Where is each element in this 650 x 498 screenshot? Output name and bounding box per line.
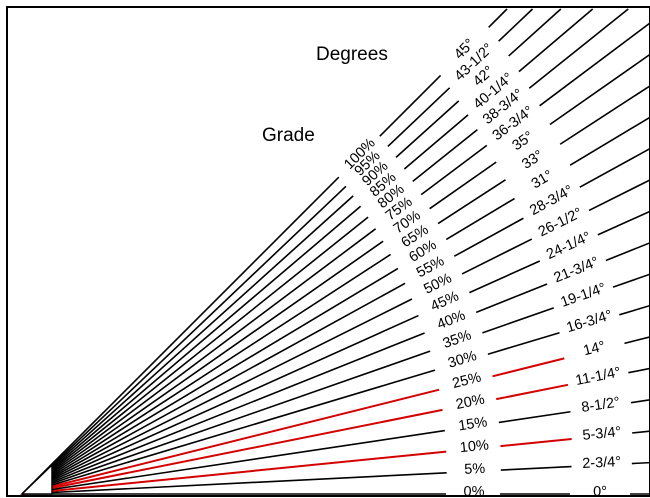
degree-label-10%: 5-3/4° — [582, 424, 622, 444]
slope-ray-15% — [21, 429, 445, 495]
grade-label-5%: 5% — [464, 461, 486, 478]
slope-rays — [21, 8, 650, 495]
slope-ray-end-35% — [612, 273, 650, 288]
slope-ray-mid-45% — [469, 260, 541, 294]
slope-ray-mid-80% — [412, 129, 478, 183]
slope-ray-end-65% — [559, 85, 650, 145]
degree-label-5%: 2-3/4° — [582, 454, 622, 472]
slope-ray-end-55% — [579, 147, 650, 188]
slope-ray-70% — [21, 240, 384, 495]
slope-labels: 0% 0° 5% 2-3/4° 10% 5-3/4° 15% 8-1/2° 20% 11-1/4°… — [341, 36, 622, 498]
frame — [6, 6, 650, 497]
slope-ray-90% — [21, 195, 354, 495]
degree-label-25%: 14° — [582, 338, 607, 359]
slope-ray-mid-35% — [482, 307, 555, 334]
slope-ray-80% — [21, 216, 369, 495]
slope-ray-50% — [21, 298, 413, 495]
slope-ray-mid-40% — [475, 283, 548, 314]
slope-ray-85% — [21, 205, 362, 495]
slope-ray-30% — [21, 369, 436, 495]
slope-ray-mid-100% — [379, 74, 442, 137]
slope-ray-end-5% — [631, 461, 650, 465]
degree-label-15%: 8-1/2° — [580, 394, 621, 416]
slope-ray-end-20% — [628, 367, 650, 374]
slope-ray-end-15% — [630, 399, 650, 404]
slope-ray-end-90% — [508, 8, 562, 57]
slope-ray-25% — [21, 388, 440, 495]
slope-ray-end-40% — [605, 242, 650, 262]
slope-ray-end-30% — [619, 304, 650, 316]
degree-label-35%: 19-1/4° — [559, 280, 609, 311]
slope-ray-mid-20% — [496, 383, 569, 401]
degree-label-65%: 33° — [519, 147, 546, 172]
slope-ray-end-85% — [518, 8, 594, 73]
slope-ray-mid-70% — [429, 161, 497, 210]
slope-ray-end-100% — [488, 8, 508, 28]
origin-wedge-icon — [20, 463, 53, 495]
slope-ray-mid-95% — [387, 87, 451, 148]
slope-ray-mid-55% — [453, 217, 524, 257]
slope-ray-65% — [21, 253, 392, 495]
slope-ray-mid-65% — [437, 179, 506, 225]
slope-ray-end-25% — [624, 336, 650, 345]
slope-ray-35% — [21, 350, 431, 495]
slope-ray-mid-60% — [445, 197, 515, 241]
slope-ray-end-60% — [569, 116, 650, 166]
slope-ray-40% — [21, 332, 425, 495]
slope-ray-mid-5% — [500, 465, 572, 471]
grade-label-30%: 30% — [446, 348, 478, 372]
degree-label-0%: 0° — [593, 484, 607, 498]
slope-ray-60% — [21, 267, 399, 495]
slope-ray-45% — [21, 314, 419, 495]
slope-ray-mid-50% — [461, 238, 533, 275]
grade-label-0%: 0% — [464, 484, 485, 498]
slope-ray-end-80% — [528, 8, 629, 89]
slope-ray-5% — [21, 471, 447, 495]
slope-ray-end-75% — [539, 22, 650, 107]
slope-ray-95% — [21, 185, 347, 495]
slope-ray-end-10% — [632, 430, 650, 434]
slope-ray-end-50% — [588, 179, 650, 212]
degrees-title: Degrees — [316, 44, 388, 65]
degree-label-60%: 31° — [529, 167, 556, 192]
grade-label-25%: 25% — [451, 369, 483, 392]
slope-ray-100% — [21, 176, 340, 495]
grade-title: Grade — [262, 125, 315, 146]
slope-ray-mid-90% — [395, 100, 460, 158]
slope-ray-mid-30% — [487, 331, 560, 355]
slope-ray-mid-15% — [498, 410, 571, 424]
slope-ray-mid-25% — [492, 357, 565, 378]
slope-ray-mid-10% — [500, 438, 572, 448]
slope-ray-20% — [21, 408, 443, 495]
slope-ray-10% — [21, 450, 447, 495]
degree-label-20%: 11-1/4° — [574, 364, 622, 389]
grade-label-15%: 15% — [457, 414, 488, 434]
slope-ray-end-70% — [549, 53, 650, 126]
slope-ray-end-45% — [597, 210, 650, 236]
slope-ray-75% — [21, 228, 377, 495]
grade-label-10%: 10% — [459, 437, 490, 456]
slope-ray-mid-85% — [403, 114, 469, 170]
slope-ray-55% — [21, 282, 406, 495]
degree-label-30%: 16-3/4° — [565, 307, 615, 336]
grade-label-20%: 20% — [455, 392, 487, 413]
slope-ray-end-95% — [498, 8, 534, 42]
slope-ray-mid-75% — [420, 144, 488, 196]
